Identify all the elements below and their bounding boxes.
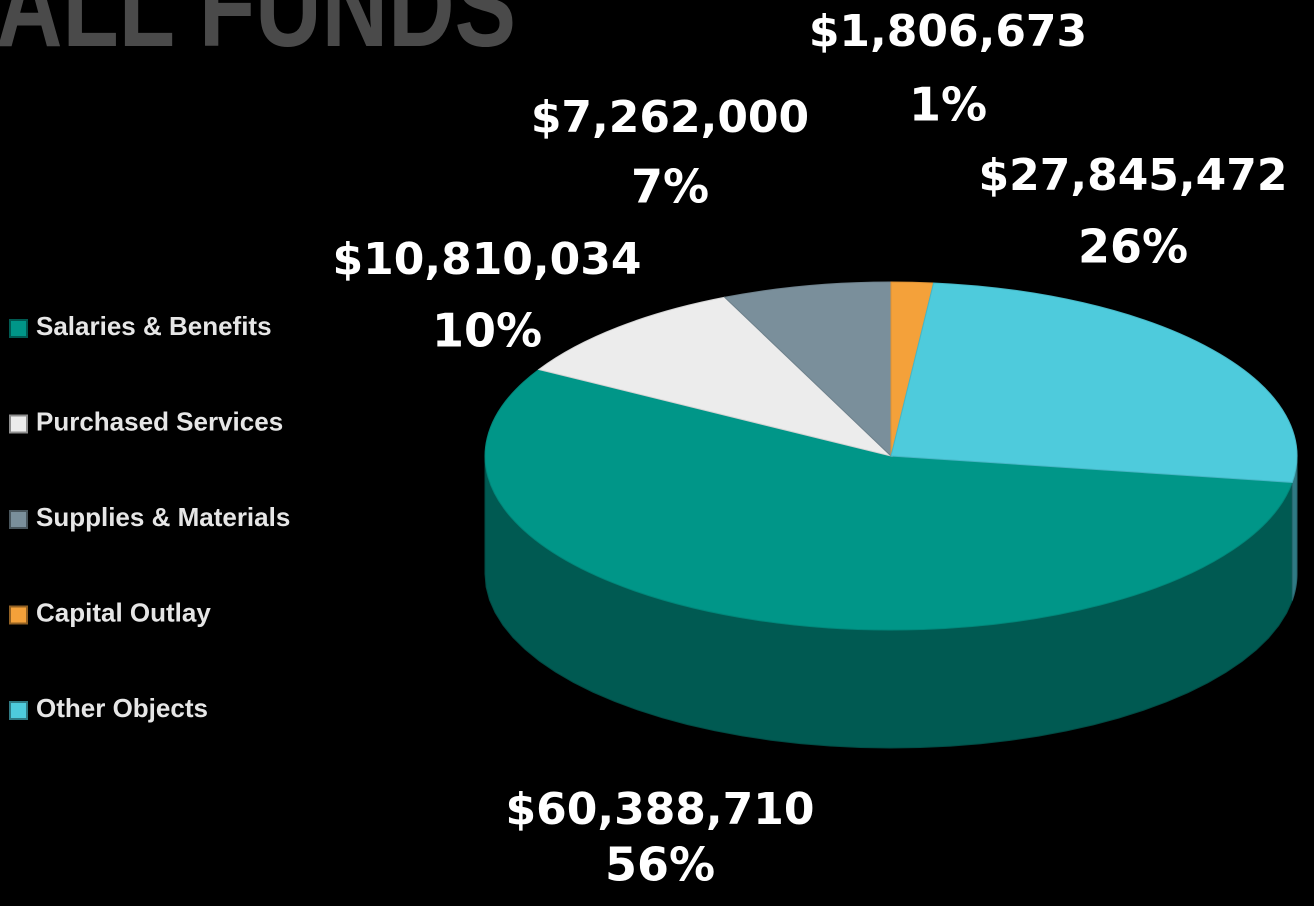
percent-label: 56% bbox=[605, 838, 715, 892]
value-label: $7,262,000 bbox=[531, 92, 809, 143]
value-label: $27,845,472 bbox=[979, 150, 1288, 201]
value-label: $60,388,710 bbox=[506, 784, 815, 835]
percent-label: 7% bbox=[631, 160, 709, 214]
legend-swatch bbox=[9, 605, 28, 625]
slide-title: ALL FUNDS bbox=[0, 0, 516, 72]
percent-label: 1% bbox=[909, 78, 987, 132]
legend-swatch bbox=[9, 319, 28, 338]
legend-swatch bbox=[9, 510, 28, 529]
value-label: $10,810,034 bbox=[333, 234, 642, 285]
legend-swatch bbox=[9, 701, 28, 720]
slice bbox=[537, 296, 893, 457]
slice bbox=[484, 368, 1293, 631]
legend-label: Salaries & Benefits bbox=[36, 311, 272, 341]
percent-label: 26% bbox=[1078, 220, 1188, 274]
legend-label: Capital Outlay bbox=[36, 597, 211, 627]
legend-label: Supplies & Materials bbox=[36, 502, 290, 532]
value-label: $1,806,673 bbox=[809, 6, 1087, 57]
percent-label: 10% bbox=[432, 304, 542, 358]
legend-swatch bbox=[9, 414, 28, 434]
slice bbox=[723, 281, 892, 458]
slice bbox=[890, 282, 1298, 483]
legend-label: Purchased Services bbox=[36, 406, 283, 436]
legend-label: Other Objects bbox=[36, 693, 208, 723]
